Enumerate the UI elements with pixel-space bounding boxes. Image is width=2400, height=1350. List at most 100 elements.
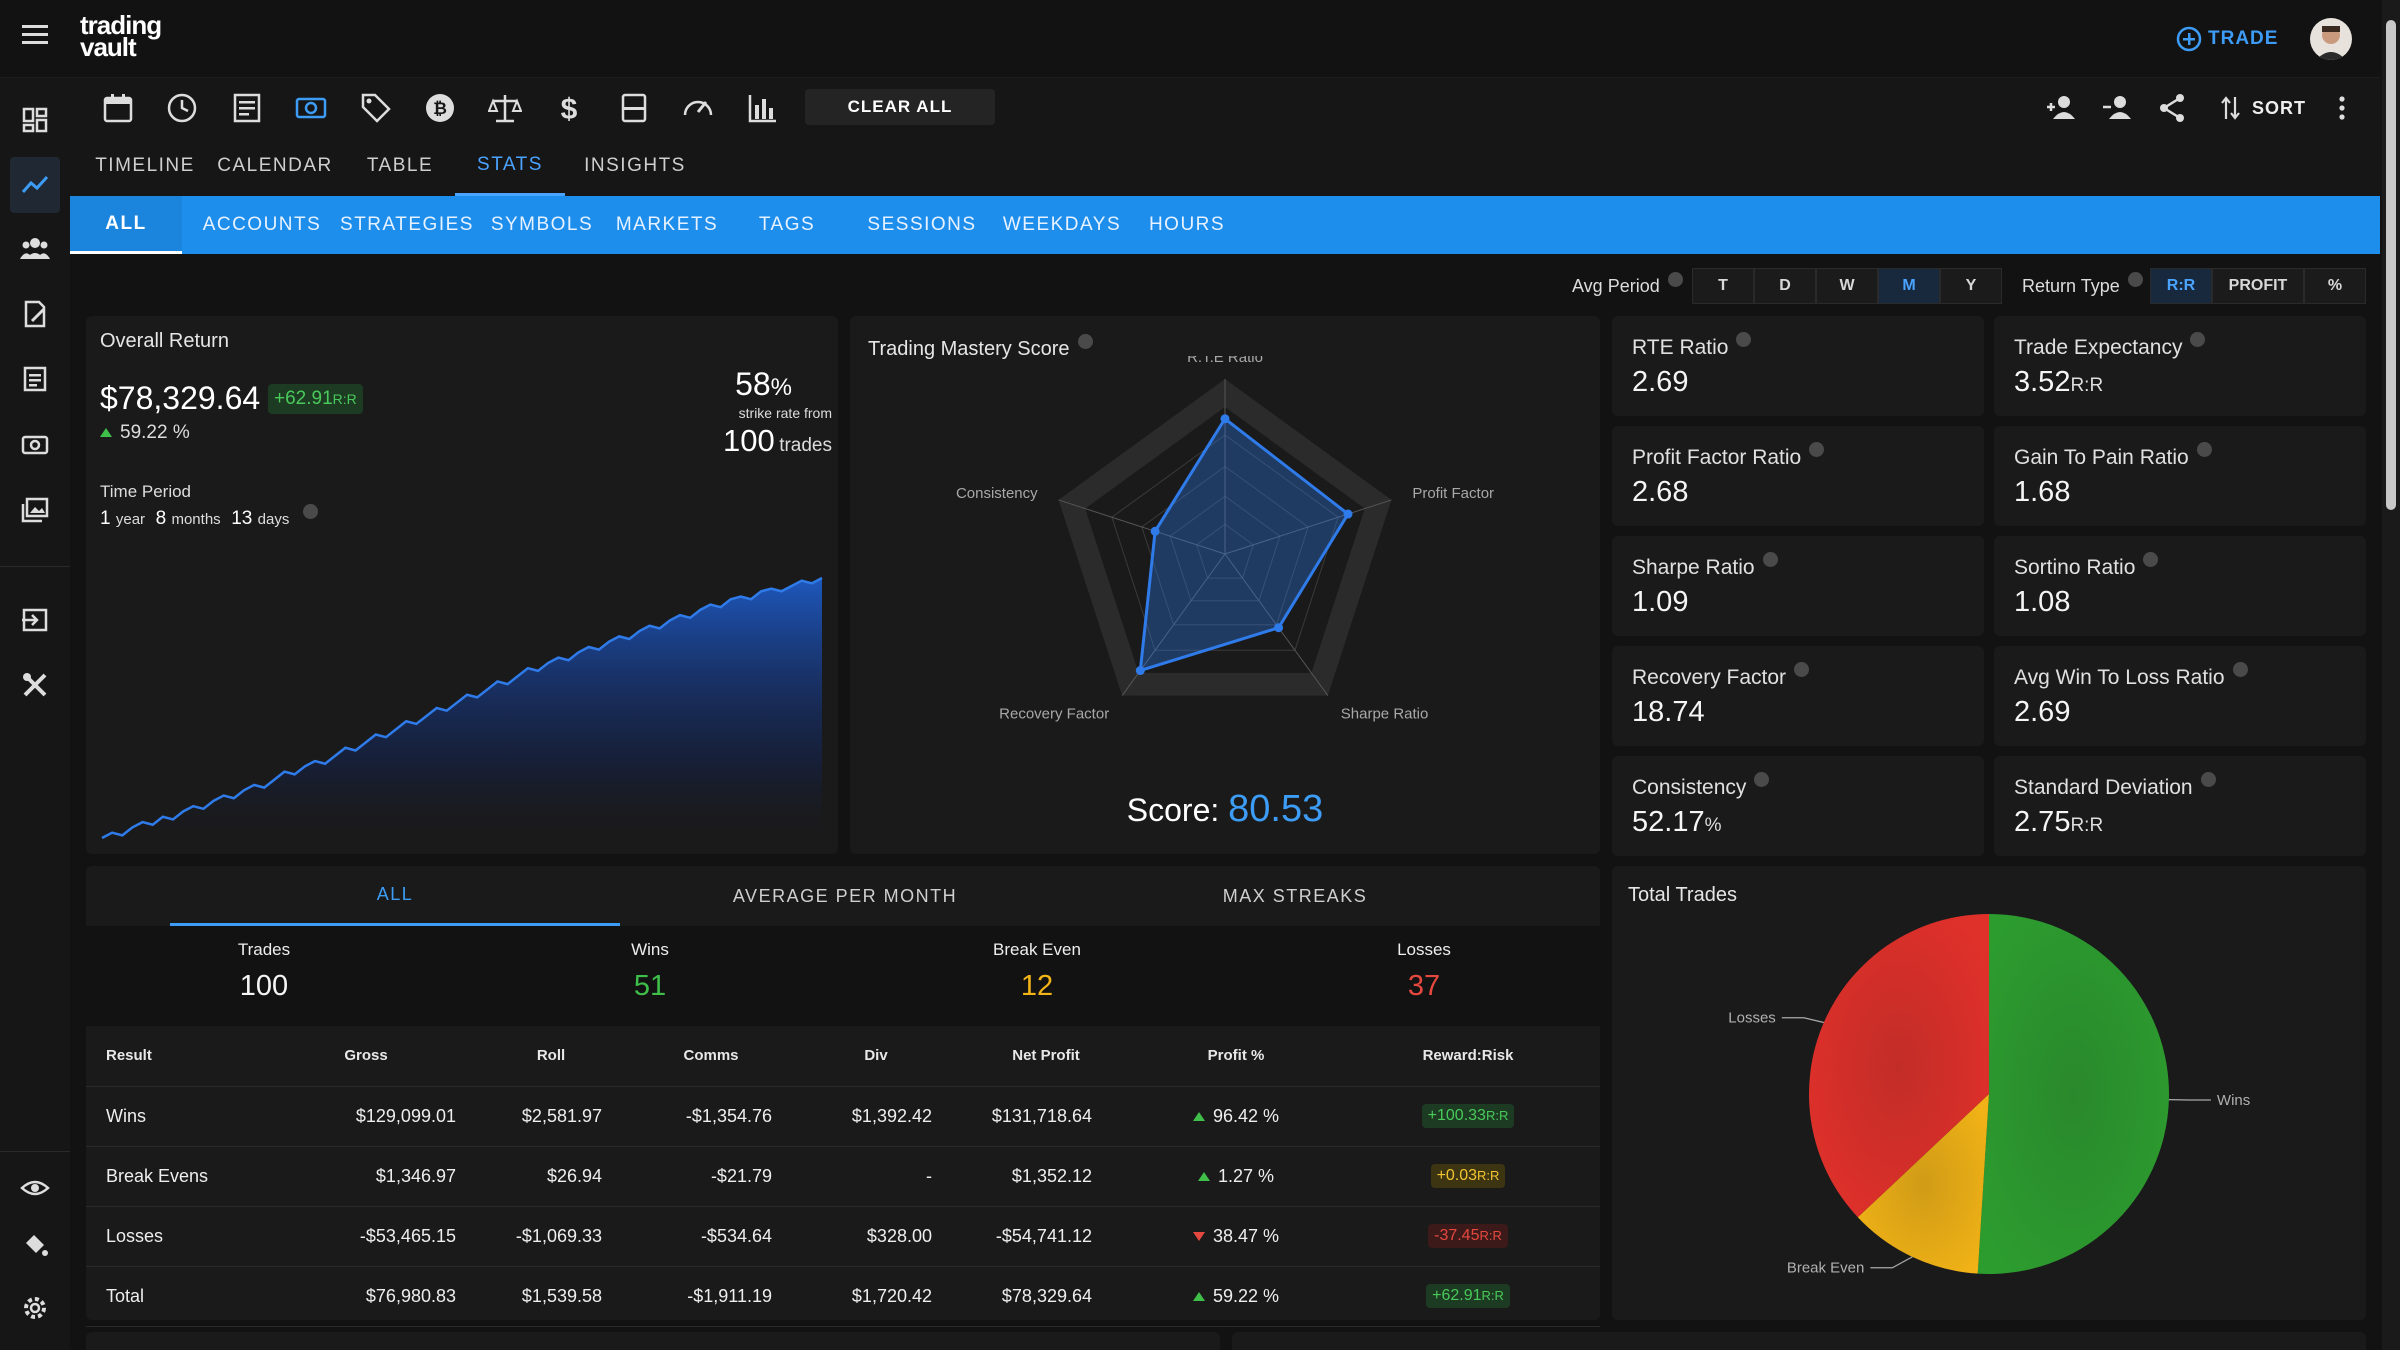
- table-cell: $1,352.12: [956, 1146, 1136, 1207]
- table-cell: $78,329.64: [956, 1266, 1136, 1327]
- tab-insights[interactable]: INSIGHTS: [584, 155, 686, 176]
- tab-calendar[interactable]: CALENDAR: [217, 155, 333, 176]
- table-cell: $76,980.83: [256, 1266, 476, 1327]
- pie-slice-wins[interactable]: [1977, 914, 2169, 1274]
- tab-markets[interactable]: MARKETS: [615, 214, 719, 235]
- tab-sessions[interactable]: SESSIONS: [867, 214, 977, 235]
- results-table: Result Gross Roll Comms Div Net Profit P…: [86, 1026, 1600, 1327]
- period-w-button[interactable]: W: [1816, 268, 1878, 304]
- metric-label: Profit Factor Ratio: [1632, 442, 1825, 470]
- info-icon[interactable]: [1667, 272, 1683, 287]
- logo[interactable]: trading vault: [80, 12, 180, 64]
- info-icon[interactable]: [2200, 772, 2216, 787]
- return-rr-button[interactable]: R:R: [2150, 268, 2212, 304]
- info-icon[interactable]: [2196, 442, 2212, 457]
- tab-hours[interactable]: HOURS: [1148, 214, 1226, 235]
- trade-button[interactable]: TRADE: [2176, 24, 2278, 54]
- dashboard-icon[interactable]: [15, 100, 55, 140]
- tab-weekdays[interactable]: WEEKDAYS: [1002, 214, 1122, 235]
- money-icon[interactable]: [15, 425, 55, 465]
- clock-icon[interactable]: [162, 88, 202, 128]
- tab-symbols[interactable]: SYMBOLS: [490, 214, 594, 235]
- info-icon[interactable]: [1809, 442, 1825, 457]
- box-icon[interactable]: [614, 88, 654, 128]
- community-icon[interactable]: [15, 228, 55, 268]
- info-icon[interactable]: [1077, 334, 1093, 349]
- import-icon[interactable]: [15, 600, 55, 640]
- scale-balance-icon[interactable]: [485, 88, 525, 128]
- svg-text:$: $: [561, 93, 578, 125]
- info-icon[interactable]: [1794, 662, 1810, 677]
- dollar-icon[interactable]: $: [549, 88, 589, 128]
- remove-user-icon[interactable]: [2097, 88, 2137, 128]
- tools-icon[interactable]: [15, 665, 55, 705]
- table-cell: -$21.79: [626, 1146, 796, 1207]
- rr-badge: +62.91R:R: [1426, 1284, 1510, 1308]
- metric-label: Avg Win To Loss Ratio: [2014, 662, 2248, 690]
- period-d-button[interactable]: D: [1754, 268, 1816, 304]
- tab-strategies[interactable]: STRATEGIES: [340, 214, 474, 235]
- tab-tags[interactable]: TAGS: [758, 214, 816, 235]
- gallery-icon[interactable]: [15, 490, 55, 530]
- share-icon[interactable]: [2152, 88, 2192, 128]
- eye-icon[interactable]: [15, 1168, 55, 1208]
- sort-button[interactable]: SORT: [2220, 88, 2306, 128]
- period-y-button[interactable]: Y: [1940, 268, 2002, 304]
- info-icon[interactable]: [2143, 552, 2159, 567]
- pie-slice-losses[interactable]: [1809, 914, 1989, 1218]
- more-vertical-icon[interactable]: [2322, 88, 2362, 128]
- settings-gear-icon[interactable]: [15, 1288, 55, 1328]
- period-t-button[interactable]: T: [1692, 268, 1754, 304]
- journal-icon[interactable]: [15, 359, 55, 399]
- info-icon[interactable]: [2232, 662, 2248, 677]
- period-m-button[interactable]: M: [1878, 268, 1940, 304]
- overall-rr-badge: +62.91R:R: [268, 384, 363, 414]
- tag-icon[interactable]: [356, 88, 396, 128]
- bar-chart-icon[interactable]: [743, 88, 783, 128]
- avatar[interactable]: [2310, 18, 2352, 60]
- metric-value: 2.69: [2014, 696, 2071, 728]
- scrollbar[interactable]: [2382, 0, 2400, 1350]
- tab-accounts[interactable]: ACCOUNTS: [202, 214, 322, 235]
- summary-label: Trades: [237, 940, 291, 959]
- info-icon[interactable]: [1762, 552, 1778, 567]
- tab-breakdown-all[interactable]: ALL: [170, 866, 620, 926]
- pie-slice-break-even[interactable]: [1857, 1094, 1989, 1274]
- tab-all[interactable]: ALL: [70, 196, 182, 254]
- scrollbar-thumb[interactable]: [2386, 20, 2396, 510]
- hamburger-menu-icon[interactable]: [20, 22, 50, 46]
- tab-average-per-month[interactable]: AVERAGE PER MONTH: [732, 885, 958, 906]
- summary-row: Trades 100 Wins 51 Break Even 12 Losses 37: [86, 926, 1600, 1026]
- reward-risk-cell: -37.45R:R: [1336, 1206, 1600, 1267]
- info-icon[interactable]: [1754, 772, 1770, 787]
- edit-document-icon[interactable]: [15, 294, 55, 334]
- calendar-icon[interactable]: [98, 88, 138, 128]
- table-cell: $1,720.42: [796, 1266, 956, 1327]
- metric-card-gain-to-pain-ratio: Gain To Pain Ratio 1.68: [1994, 426, 2366, 526]
- speedometer-icon[interactable]: [678, 88, 718, 128]
- paint-bucket-icon[interactable]: [15, 1226, 55, 1266]
- info-icon[interactable]: [302, 504, 318, 519]
- sidebar-divider: [0, 566, 70, 567]
- tab-max-streaks[interactable]: MAX STREAKS: [1222, 885, 1368, 906]
- notes-icon[interactable]: [227, 88, 267, 128]
- bitcoin-icon[interactable]: ₿: [420, 88, 460, 128]
- info-icon[interactable]: [1736, 332, 1752, 347]
- return-profit-button[interactable]: PROFIT: [2212, 268, 2304, 304]
- radar-point: [1135, 666, 1145, 676]
- tab-table[interactable]: TABLE: [366, 155, 434, 176]
- add-user-icon[interactable]: [2041, 88, 2081, 128]
- info-icon[interactable]: [2190, 332, 2206, 347]
- column-header: Result: [86, 1026, 256, 1087]
- equity-line: [101, 576, 823, 840]
- info-icon[interactable]: [2127, 272, 2143, 287]
- svg-text:₿: ₿: [433, 99, 447, 118]
- stats-trend-icon[interactable]: [10, 157, 60, 213]
- clear-all-button[interactable]: CLEAR ALL: [805, 89, 995, 125]
- table-cell: $1,392.42: [796, 1086, 956, 1147]
- return-percent-button[interactable]: %: [2304, 268, 2366, 304]
- tab-timeline[interactable]: TIMELINE: [95, 155, 195, 176]
- summary-value: 51: [633, 970, 667, 1002]
- tab-stats[interactable]: STATS: [455, 136, 565, 196]
- cash-icon[interactable]: [291, 88, 331, 128]
